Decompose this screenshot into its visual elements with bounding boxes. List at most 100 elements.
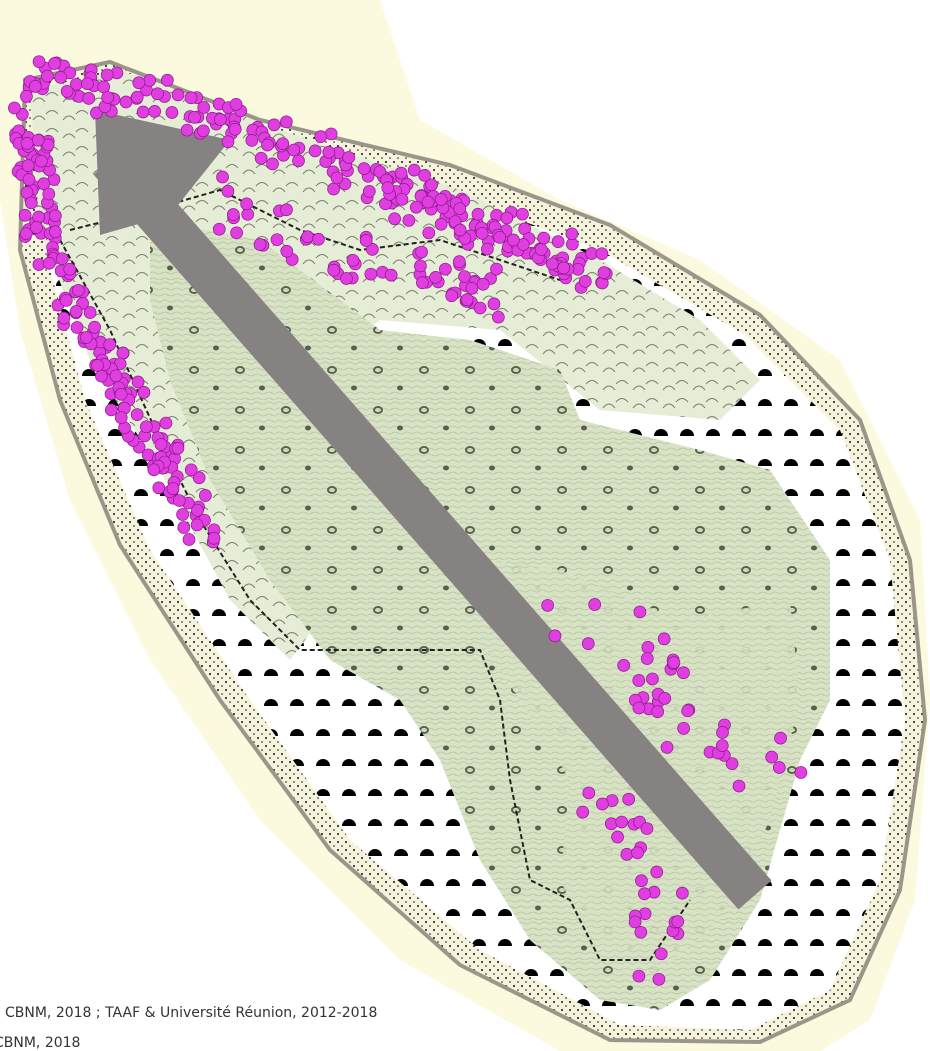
observation-point <box>616 816 628 828</box>
observation-point <box>230 98 242 110</box>
observation-point <box>477 278 489 290</box>
observation-point <box>41 70 53 82</box>
observation-point <box>651 866 663 878</box>
observation-point <box>255 152 267 164</box>
observation-point <box>213 223 225 235</box>
observation-point <box>208 532 220 544</box>
observation-point <box>596 248 608 260</box>
observation-point <box>605 818 617 830</box>
observation-point <box>328 183 340 195</box>
observation-point <box>481 243 493 255</box>
observation-point <box>446 290 458 302</box>
observation-point <box>189 111 201 123</box>
observation-point <box>61 85 73 97</box>
observation-point <box>672 916 684 928</box>
observation-point <box>661 741 673 753</box>
observation-point <box>81 78 93 90</box>
observation-point <box>538 232 550 244</box>
observation-point <box>385 269 397 281</box>
observation-point <box>494 231 506 243</box>
observation-point <box>227 208 239 220</box>
observation-point <box>716 740 728 752</box>
observation-point <box>461 294 473 306</box>
observation-point <box>144 74 156 86</box>
observation-point <box>582 638 594 650</box>
observation-point <box>281 245 293 257</box>
observation-point <box>19 209 31 221</box>
observation-point <box>117 347 129 359</box>
observation-point <box>633 702 645 714</box>
observation-point <box>419 169 431 181</box>
observation-point <box>542 599 554 611</box>
observation-point <box>340 273 352 285</box>
observation-point <box>629 916 641 928</box>
observation-point <box>488 298 500 310</box>
observation-point <box>262 139 274 151</box>
observation-point <box>172 442 184 454</box>
observation-point <box>246 134 258 146</box>
observation-point <box>632 847 644 859</box>
observation-point <box>546 258 558 270</box>
observation-point <box>131 91 143 103</box>
observation-point <box>229 123 241 135</box>
observation-point <box>633 675 645 687</box>
observation-point <box>33 56 45 68</box>
observation-point <box>288 144 300 156</box>
observation-point <box>271 234 283 246</box>
observation-point <box>454 224 466 236</box>
observation-point <box>137 106 149 118</box>
observation-point <box>22 160 34 172</box>
observation-point <box>89 321 101 333</box>
observation-point <box>472 208 484 220</box>
observation-point <box>60 294 72 306</box>
observation-point <box>71 321 83 333</box>
observation-point <box>277 138 289 150</box>
observation-point <box>459 271 471 283</box>
observation-point <box>360 234 372 246</box>
observation-point <box>435 194 447 206</box>
observation-point <box>191 519 203 531</box>
observation-point <box>95 370 107 382</box>
observation-point <box>84 307 96 319</box>
observation-point <box>70 305 82 317</box>
observation-point <box>133 77 145 89</box>
observation-point <box>140 421 152 433</box>
observation-point <box>138 386 150 398</box>
observation-point <box>439 263 451 275</box>
observation-point <box>633 970 645 982</box>
observation-point <box>655 948 667 960</box>
observation-point <box>623 793 635 805</box>
observation-point <box>267 158 279 170</box>
observation-point <box>396 193 408 205</box>
observation-point <box>173 495 185 507</box>
observation-point <box>72 284 84 296</box>
observation-point <box>149 105 161 117</box>
observation-point <box>43 257 55 269</box>
observation-point <box>148 464 160 476</box>
observation-point <box>598 267 610 279</box>
observation-point <box>198 101 210 113</box>
observation-point <box>185 92 197 104</box>
observation-point <box>254 239 266 251</box>
observation-point <box>315 131 327 143</box>
observation-point <box>23 174 35 186</box>
observation-point <box>410 201 422 213</box>
observation-point <box>454 203 466 215</box>
observation-point <box>641 653 653 665</box>
observation-point <box>466 282 478 294</box>
observation-point <box>80 331 92 343</box>
observation-point <box>302 231 314 243</box>
observation-point <box>328 264 340 276</box>
observation-point <box>476 227 488 239</box>
observation-point <box>56 253 68 265</box>
credit-line: CBNM, 2018 ; TAAF & Université Réunion, … <box>5 1005 377 1021</box>
observation-point <box>382 182 394 194</box>
observation-point <box>231 227 243 239</box>
page: {"credits": {"line1": "CBNM, 2018 ; TAAF… <box>0 0 930 1051</box>
observation-point <box>363 185 375 197</box>
observation-point <box>453 256 465 268</box>
observation-point <box>181 124 193 136</box>
observation-point <box>217 171 229 183</box>
observation-point <box>25 197 37 209</box>
observation-point <box>132 376 144 388</box>
